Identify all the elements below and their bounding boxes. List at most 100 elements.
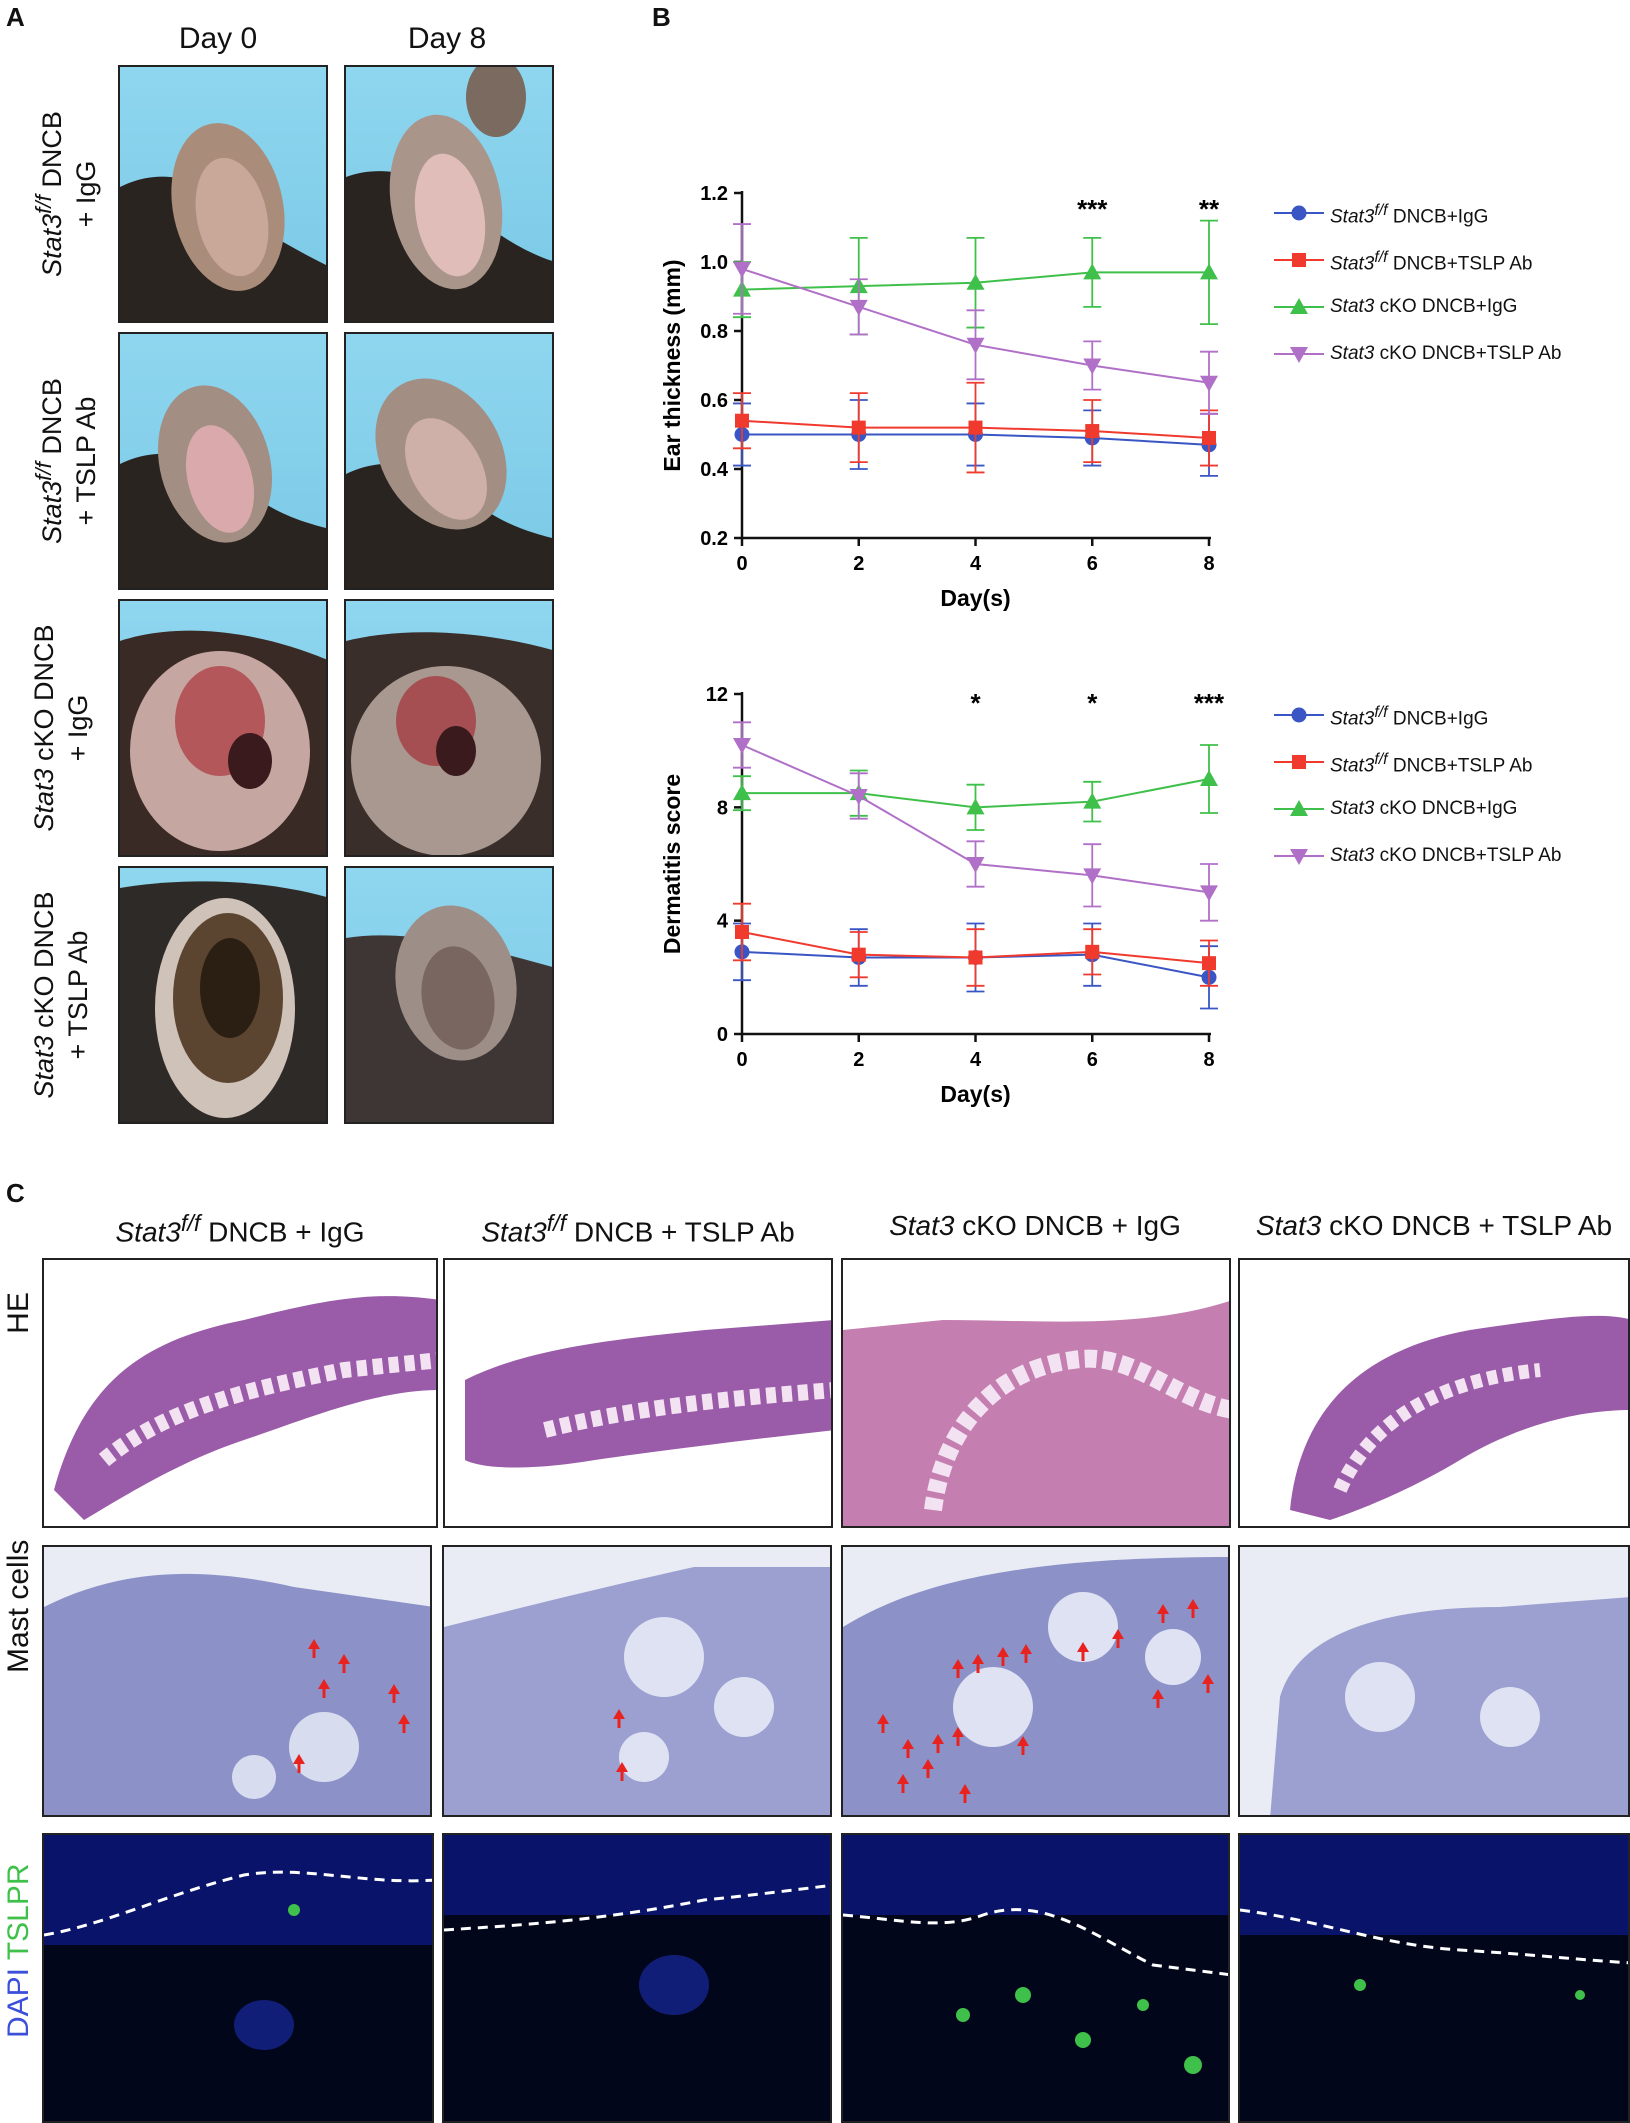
x-axis-label: Day(s): [940, 1081, 1010, 1107]
y-axis-label: Dermatitis score: [659, 774, 685, 954]
y-axis-label: Ear thickness (mm): [659, 259, 685, 471]
x-tick-label: 4: [970, 553, 982, 575]
panel-c-column-header-1-genotype: f/f: [180, 1210, 201, 1236]
legend-marker: [1274, 707, 1324, 723]
data-point: [966, 273, 985, 290]
legend-item-3-treatment: cKO DNCB+IgG: [1374, 798, 1518, 819]
mast-cell-image-3: [841, 1545, 1230, 1817]
legend-item-2-genotype: f/f: [1374, 249, 1388, 266]
legend-item-2-treatment: DNCB+TSLP Ab: [1387, 253, 1533, 275]
photo-r3-day0: [118, 599, 328, 857]
data-point: [1200, 375, 1218, 392]
data-point: [1083, 263, 1102, 280]
data-point: [966, 857, 985, 873]
legend-marker-symbol: [1290, 347, 1308, 363]
data-point: [1085, 424, 1100, 439]
y-tick-label: 4: [717, 911, 729, 933]
legend-item-3: Stat3 cKO DNCB+IgG: [1330, 296, 1517, 318]
data-point: [968, 420, 983, 435]
fluorescence-image-3: [841, 1833, 1230, 2123]
legend-marker: [1274, 755, 1324, 769]
row-label-2-line2: + TSLP Ab: [71, 396, 101, 526]
mast-cell-arrow: [398, 1714, 410, 1733]
legend-item-1-genotype: f/f: [1374, 202, 1388, 219]
data-point: [1202, 430, 1216, 445]
mast-cell-arrow: [1157, 1604, 1169, 1623]
data-point: [1083, 358, 1102, 375]
series-2: [733, 381, 1218, 474]
he-image-3: [841, 1258, 1231, 1528]
legend-item-2-gene: Stat3: [1330, 253, 1375, 275]
fluorescence-image-4: [1238, 1833, 1630, 2123]
panel-c-column-header-2: Stat3f/f DNCB + TSLP Ab: [438, 1210, 838, 1248]
y-tick-label: 8: [717, 797, 728, 819]
legend-marker: [1274, 253, 1324, 267]
data-point: [849, 789, 868, 805]
legend-item-1-treatment: DNCB+IgG: [1387, 206, 1489, 228]
fluorescence-image-2: [442, 1833, 832, 2123]
panel-c-column-header-4-gene: Stat3: [1255, 1210, 1322, 1241]
legend-marker-symbol: [1290, 298, 1308, 314]
y-tick-label: 1.0: [700, 252, 728, 274]
significance-mark: ***: [1194, 688, 1225, 718]
photo-r4-day8: [344, 866, 554, 1124]
legend-marker: [1274, 849, 1324, 865]
series-4: [733, 721, 1218, 922]
row-label-1-gene: Stat3: [37, 213, 67, 277]
row-label-3: Stat3 cKO DNCB + IgG: [27, 599, 97, 857]
row-label-he: HE: [2, 1292, 35, 1334]
data-point: [1202, 956, 1216, 971]
legend-item-3: Stat3 cKO DNCB+IgG: [1330, 798, 1517, 820]
legend-item-4-treatment: cKO DNCB+TSLP Ab: [1374, 343, 1562, 364]
x-tick-label: 4: [970, 1049, 982, 1071]
panel-c-column-header-4: Stat3 cKO DNCB + TSLP Ab: [1234, 1210, 1630, 1242]
panel-c-column-header-4-treatment: cKO DNCB + TSLP Ab: [1321, 1210, 1613, 1241]
legend-marker-symbol: [1292, 755, 1306, 769]
mast-cell-arrow: [338, 1654, 350, 1673]
row-label-1: Stat3f/f DNCB + IgG: [27, 65, 101, 323]
photo-r4-day0: [118, 866, 328, 1124]
panel-c-column-header-3: Stat3 cKO DNCB + IgG: [835, 1210, 1235, 1242]
row-label-mast-cells: Mast cells: [2, 1539, 35, 1673]
mast-cell-arrow: [972, 1654, 984, 1673]
y-tick-label: 0.6: [700, 390, 728, 412]
row-label-2-genotype: f/f: [31, 462, 56, 481]
data-point: [1083, 868, 1102, 885]
series-3: [733, 744, 1218, 831]
panel-c-column-header-1: Stat3f/f DNCB + IgG: [40, 1210, 440, 1248]
data-point: [735, 925, 749, 939]
panel-c-column-header-2-treatment: DNCB + TSLP Ab: [566, 1216, 795, 1248]
legend-item-4: Stat3 cKO DNCB+TSLP Ab: [1330, 845, 1561, 867]
y-tick-label: 1.2: [700, 183, 728, 205]
fluorescence-image-1: [42, 1833, 434, 2123]
y-tick-label: 0.2: [700, 528, 728, 550]
panel-c-column-header-3-gene: Stat3: [889, 1210, 955, 1241]
photo-r1-day0: [118, 65, 328, 323]
legend-item-3-gene: Stat3: [1330, 798, 1375, 819]
he-image-1: [42, 1258, 438, 1528]
mast-cell-arrow: [952, 1727, 964, 1746]
legend-item-1: Stat3f/f DNCB+IgG: [1330, 202, 1488, 228]
data-point: [733, 738, 751, 754]
panel-a-letter: A: [6, 2, 25, 32]
legend-item-1-genotype: f/f: [1374, 704, 1388, 721]
legend-marker-symbol: [1290, 800, 1308, 816]
mast-cell-image-2: [442, 1545, 832, 1817]
mast-cell-arrow: [1152, 1689, 1164, 1708]
data-point: [1083, 792, 1102, 809]
x-axis-label: Day(s): [940, 585, 1010, 611]
panel-c-column-header-3-treatment: cKO DNCB + IgG: [954, 1210, 1181, 1241]
photo-r1-day8: [344, 65, 554, 323]
legend-item-4-treatment: cKO DNCB+TSLP Ab: [1374, 845, 1562, 866]
photo-r3-day8: [344, 599, 554, 857]
mast-cell-arrow: [318, 1679, 330, 1698]
legend-item-4-gene: Stat3: [1330, 343, 1375, 364]
legend-marker-symbol: [1291, 707, 1307, 723]
legend-item-2-gene: Stat3: [1330, 755, 1375, 777]
data-point: [968, 950, 983, 965]
tslpr-label: TSLPR: [2, 1863, 35, 1961]
x-tick-label: 8: [1203, 553, 1214, 575]
legend-item-2: Stat3f/f DNCB+TSLP Ab: [1330, 751, 1532, 777]
data-point: [735, 413, 749, 428]
